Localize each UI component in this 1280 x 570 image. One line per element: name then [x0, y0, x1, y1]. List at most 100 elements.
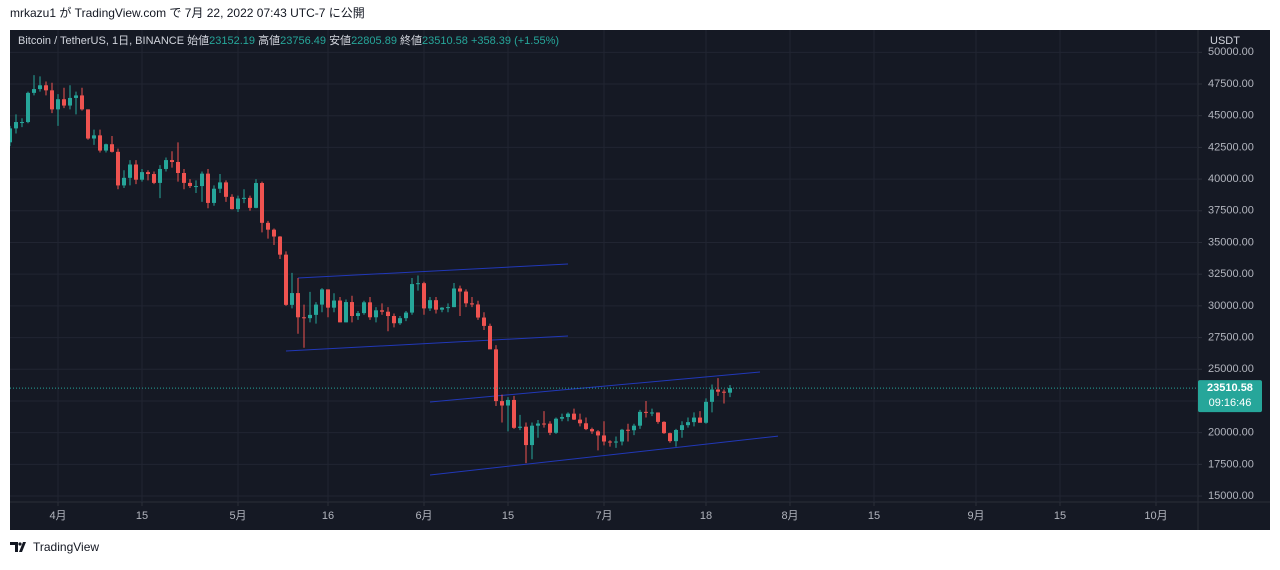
legend: Bitcoin / TetherUS, 1日, BINANCE 始値23152.… — [18, 33, 559, 47]
x-tick-label: 7月 — [595, 510, 612, 522]
candle-body — [218, 182, 222, 189]
candle-body — [266, 222, 270, 230]
logo-dot — [18, 542, 22, 546]
candle-body — [188, 182, 192, 187]
candle-body — [326, 289, 330, 308]
candle-body — [632, 425, 636, 431]
candle-body — [374, 310, 378, 318]
candle-body — [116, 151, 120, 186]
trendline — [429, 435, 779, 476]
candle-body — [344, 302, 348, 323]
candle-body — [476, 304, 480, 318]
x-tick-label: 8月 — [781, 510, 798, 522]
candle-body — [362, 302, 366, 314]
candle-body — [692, 417, 696, 423]
candle-body — [512, 399, 516, 428]
plot-area — [10, 75, 1198, 476]
candle-body — [206, 173, 210, 203]
candle-body — [590, 429, 594, 432]
candle-body — [302, 317, 306, 319]
open-label: 始値 — [187, 33, 209, 47]
candle-body — [140, 172, 144, 180]
candle-body — [452, 288, 456, 308]
candle-body — [710, 389, 714, 402]
candle-body — [278, 236, 282, 255]
countdown: 09:16:46 — [1209, 397, 1252, 409]
candle-body — [554, 418, 558, 433]
trendline — [285, 335, 569, 352]
y-tick-label: 15000.00 — [1208, 490, 1254, 502]
x-tick-label: 4月 — [49, 510, 66, 522]
candle-body — [620, 429, 624, 442]
candle-body — [56, 99, 60, 110]
candle-body — [440, 307, 444, 310]
candle-body — [608, 441, 612, 443]
candle-body — [152, 174, 156, 183]
brand-name: TradingView — [33, 540, 99, 554]
candle-body — [638, 411, 642, 426]
candle-body — [686, 422, 690, 426]
candle-body — [176, 161, 180, 174]
candle-body — [650, 412, 654, 414]
candle-body — [536, 423, 540, 426]
open-value: 23152.19 — [209, 35, 255, 47]
candle-body — [254, 183, 258, 208]
candle-body — [236, 198, 240, 210]
low-value: 22805.89 — [351, 35, 397, 47]
x-tick-label: 9月 — [967, 510, 984, 522]
y-tick-label: 25000.00 — [1208, 363, 1254, 375]
candle-body — [320, 289, 324, 305]
candle-body — [518, 426, 522, 428]
candle-body — [128, 164, 132, 178]
y-tick-label: 50000.00 — [1208, 46, 1254, 58]
candle-body — [26, 92, 30, 123]
candle-body — [122, 177, 126, 186]
grid — [10, 30, 1198, 502]
chart-panel — [10, 30, 1270, 530]
candle-body — [164, 160, 168, 169]
candle-body — [14, 122, 18, 129]
candle-body — [50, 90, 54, 110]
x-tick-label: 10月 — [1144, 510, 1167, 522]
candle-body — [110, 144, 114, 152]
candle-body — [458, 288, 462, 292]
candle-body — [290, 293, 294, 305]
candle-body — [284, 254, 288, 305]
change: +358.39 (+1.55%) — [471, 35, 559, 47]
candle-body — [158, 168, 162, 183]
candle-body — [404, 312, 408, 319]
trendline — [297, 263, 569, 279]
candle-body — [530, 425, 534, 446]
y-tick-label: 37500.00 — [1208, 205, 1254, 217]
candle-body — [314, 304, 318, 315]
candle-body — [470, 303, 474, 305]
candle-body — [20, 122, 24, 124]
candle-body — [92, 135, 96, 139]
candle-body — [212, 188, 216, 203]
candle-body — [560, 417, 564, 419]
candle-body — [728, 388, 732, 393]
candle-body — [548, 423, 552, 433]
candle-body — [248, 197, 252, 208]
candle-body — [10, 128, 12, 143]
currency: USDT — [1210, 35, 1240, 47]
candle-body — [494, 349, 498, 402]
x-tick-label: 15 — [868, 510, 880, 522]
candle-body — [524, 426, 528, 446]
candle-body — [644, 411, 648, 413]
candle-body — [224, 182, 228, 197]
symbol: Bitcoin / TetherUS, 1日, BINANCE — [18, 35, 184, 47]
candle-body — [416, 283, 420, 285]
candle-body — [434, 300, 438, 310]
candle-body — [680, 425, 684, 430]
candle-body — [44, 85, 48, 91]
candle-body — [338, 300, 342, 323]
brand-logo — [10, 542, 26, 552]
candle-body — [506, 399, 510, 406]
candle-body — [626, 429, 630, 431]
y-tick-label: 27500.00 — [1208, 331, 1254, 343]
axes: 15000.0017500.0020000.0022500.0025000.00… — [49, 46, 1262, 522]
y-tick-label: 35000.00 — [1208, 236, 1254, 248]
close-value: 23510.58 — [422, 35, 468, 47]
